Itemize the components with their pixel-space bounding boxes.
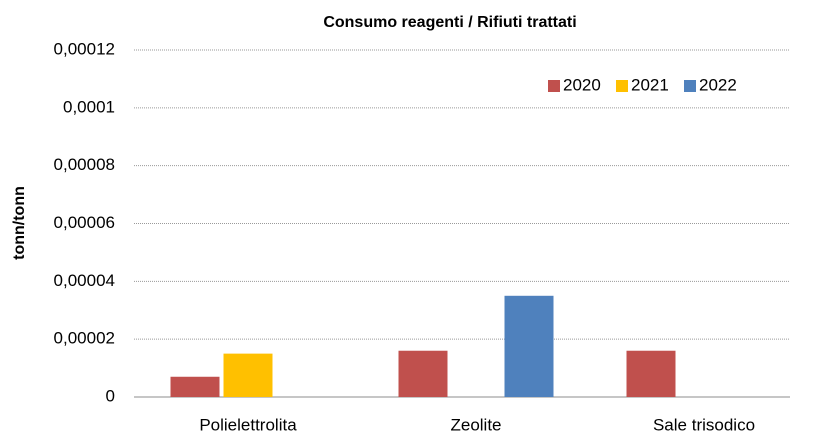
chart-title: Consumo reagenti / Rifiuti trattati (323, 14, 576, 31)
y-tick-label: 0 (106, 386, 115, 405)
legend-swatch (548, 80, 560, 92)
legend-label: 2020 (563, 75, 601, 94)
bar (170, 376, 220, 397)
bar (626, 350, 676, 397)
y-tick-label: 0,00012 (54, 39, 115, 58)
legend-background (540, 70, 776, 102)
legend-label: 2022 (699, 75, 737, 94)
legend-swatch (616, 80, 628, 92)
x-tick-label: Polielettrolita (199, 415, 297, 434)
bar (504, 295, 554, 397)
x-tick-label: Zeolite (450, 415, 501, 434)
x-tick-label: Sale trisodico (653, 415, 755, 434)
y-axis-label: tonn/tonn (11, 186, 28, 260)
y-tick-label: 0,00006 (54, 213, 115, 232)
legend-swatch (684, 80, 696, 92)
y-tick-label: 0,00004 (54, 271, 115, 290)
y-tick-label: 0,00002 (54, 329, 115, 348)
legend-label: 2021 (631, 75, 669, 94)
y-tick-label: 0,00008 (54, 155, 115, 174)
bar (398, 350, 448, 397)
y-tick-label: 0,0001 (63, 97, 115, 116)
bar (223, 353, 273, 397)
